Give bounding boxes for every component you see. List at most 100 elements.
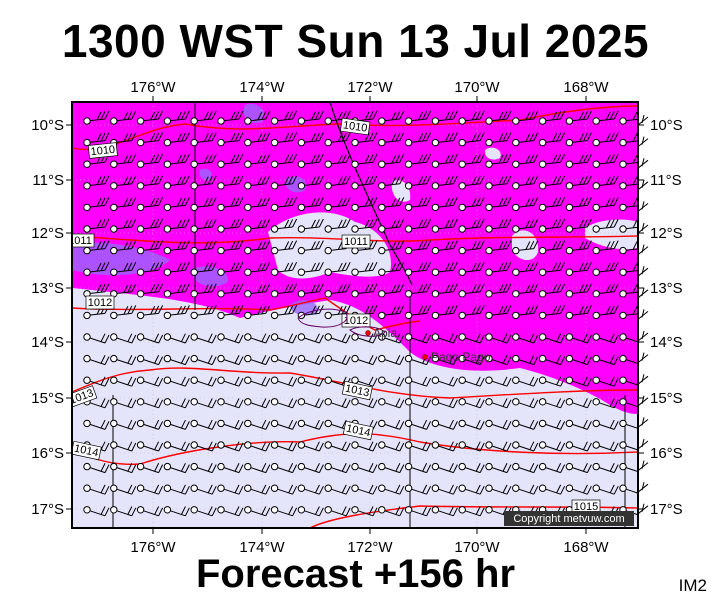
wind-barb — [404, 240, 432, 255]
wind-barb — [83, 110, 110, 125]
wind-barb — [163, 333, 190, 344]
wind-barb — [378, 261, 405, 276]
wind-barb — [217, 419, 244, 430]
edge-wind-barb — [637, 460, 649, 471]
wind-barb — [378, 398, 405, 409]
wind-barb — [619, 306, 638, 320]
wind-barb — [190, 240, 217, 255]
wind-barb — [538, 484, 566, 495]
wind-barb — [110, 398, 137, 409]
wind-barb — [592, 333, 619, 344]
wind-barb — [297, 419, 324, 430]
isobar-label: 1012 — [85, 295, 115, 310]
lat-label-left: 14°S — [31, 334, 64, 351]
wind-barb — [512, 441, 539, 452]
wind-barb — [217, 506, 244, 517]
svg-text:1012: 1012 — [88, 297, 112, 309]
wind-barb — [190, 283, 217, 298]
edge-wind-barb — [637, 244, 649, 255]
wind-barb — [110, 376, 137, 387]
place-marker: Apia — [365, 326, 397, 340]
wind-barb — [378, 376, 405, 387]
wind-barb — [619, 198, 638, 212]
wind-barb — [485, 333, 512, 344]
place-label: Pago Pago — [431, 350, 491, 364]
wind-barb — [136, 506, 164, 517]
wind-barb — [485, 153, 512, 168]
wind-barb — [324, 398, 351, 409]
wind-barb — [538, 283, 566, 298]
wind-barb — [485, 261, 512, 276]
lat-label-left: 17°S — [31, 501, 64, 518]
wind-barb — [244, 354, 271, 366]
lat-label-right: 14°S — [650, 334, 683, 351]
wind-barb — [485, 376, 512, 387]
lon-label-top: 176°W — [130, 79, 176, 96]
wind-barb — [592, 153, 619, 168]
wind-barb — [217, 153, 244, 168]
edge-wind-barb — [637, 201, 649, 212]
wind-barb — [163, 175, 190, 190]
wind-barb — [458, 261, 485, 276]
wind-barb — [190, 506, 217, 517]
wind-barb — [190, 333, 217, 344]
wind-barb — [83, 354, 110, 366]
wind-barb — [538, 240, 566, 255]
wind-barb — [485, 283, 512, 298]
wind-barb — [512, 376, 539, 387]
wind-barb — [458, 333, 485, 344]
wind-barb — [619, 354, 638, 365]
wind-barb — [190, 354, 217, 366]
wind-barb — [190, 132, 217, 147]
wind-barb — [110, 305, 137, 320]
wind-barb — [110, 261, 137, 276]
wind-barb — [83, 376, 110, 387]
wind-barb — [351, 484, 378, 495]
wind-barb — [110, 240, 137, 255]
wind-barb — [458, 305, 485, 320]
wind-barb — [592, 398, 619, 409]
wind-barb — [512, 333, 539, 344]
wind-barb — [297, 354, 324, 366]
svg-text:1014: 1014 — [345, 423, 371, 440]
wind-barb — [83, 175, 110, 190]
wind-barb — [512, 240, 539, 255]
isobar-label: 1012 — [341, 313, 371, 328]
wind-barb — [217, 376, 244, 387]
edge-wind-barb — [637, 222, 649, 234]
wind-barb — [538, 175, 566, 190]
wind-barb — [270, 484, 298, 495]
edge-wind-barb — [637, 266, 649, 277]
wind-barb — [324, 153, 351, 168]
wind-barb — [270, 462, 298, 474]
wind-barb — [244, 261, 271, 276]
svg-text:1013: 1013 — [344, 383, 370, 400]
wind-barb — [244, 398, 271, 409]
lat-label-left: 15°S — [31, 390, 64, 407]
map-frame — [71, 101, 639, 529]
wind-barb — [538, 305, 566, 320]
isobar-label: 1010 — [340, 117, 371, 136]
forecast-label: Forecast +156 hr — [195, 552, 516, 596]
wind-barb — [458, 462, 485, 474]
lat-label-right: 17°S — [650, 501, 683, 518]
wind-barb — [565, 132, 592, 147]
wind-barb — [619, 441, 638, 451]
wind-barb — [270, 506, 298, 517]
wind-barb — [538, 398, 566, 409]
wind-barb — [136, 175, 164, 190]
wind-barb — [270, 153, 298, 168]
wind-barb — [244, 110, 271, 125]
wind-barb — [512, 175, 539, 190]
edge-wind-barbs — [637, 114, 649, 515]
wind-barb — [404, 132, 432, 147]
wind-barb — [592, 283, 619, 298]
wind-barb — [297, 398, 324, 409]
edge-wind-barb — [637, 417, 649, 428]
wind-barb — [592, 462, 619, 474]
wind-barb — [538, 376, 566, 387]
wind-barb — [136, 354, 164, 366]
wind-barb — [485, 175, 512, 190]
left-latitude-labels: 10°S 11°S 12°S 13°S 14°S 15°S 16°S 17°S — [31, 117, 64, 518]
wind-barb — [270, 398, 298, 409]
